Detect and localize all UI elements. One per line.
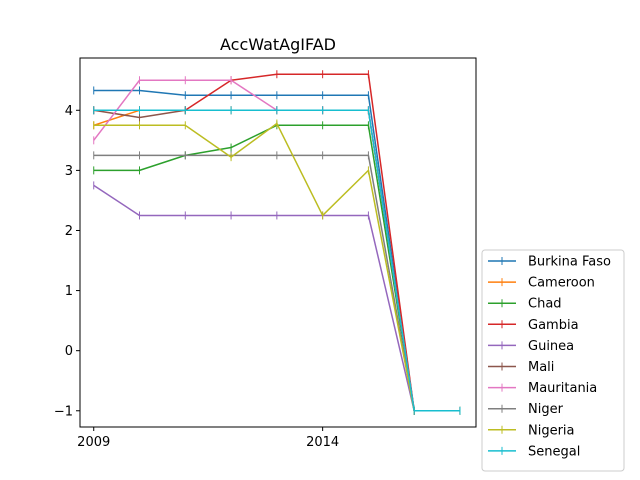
axes: −1 0 1 2 3 4 2009 2014 xyxy=(54,104,339,450)
legend: Burkina Faso Cameroon Chad Gambia Guinea Mali… xyxy=(481,249,625,472)
legend-label: Guinea xyxy=(528,339,574,354)
series-guinea xyxy=(93,181,461,415)
legend-item: Nigeria xyxy=(488,423,575,438)
legend-label: Cameroon xyxy=(528,276,595,291)
legend-label: Mali xyxy=(528,360,554,375)
x-tick-label: 2014 xyxy=(306,435,339,450)
legend-label: Senegal xyxy=(528,444,580,459)
legend-item: Guinea xyxy=(488,339,574,354)
legend-item: Cameroon xyxy=(488,276,595,291)
chart-title: AccWatAgIFAD xyxy=(220,35,336,54)
legend-item: Burkina Faso xyxy=(488,255,611,270)
legend-label: Burkina Faso xyxy=(528,255,611,270)
y-tick-label: 2 xyxy=(65,224,73,239)
legend-item: Niger xyxy=(488,402,564,417)
legend-label: Mauritania xyxy=(528,381,597,396)
x-tick-label: 2009 xyxy=(77,435,110,450)
legend-item: Gambia xyxy=(488,318,579,333)
legend-label: Nigeria xyxy=(528,423,575,438)
legend-item: Chad xyxy=(488,297,562,312)
plot-lines xyxy=(93,70,461,415)
legend-item: Mauritania xyxy=(488,381,597,396)
legend-label: Chad xyxy=(528,297,562,312)
series-line xyxy=(93,124,460,412)
plot-frame xyxy=(79,57,477,428)
y-tick-label: 0 xyxy=(65,344,73,359)
legend-item: Senegal xyxy=(488,444,580,459)
legend-box xyxy=(481,249,625,472)
y-tick-label: −1 xyxy=(54,404,73,419)
y-tick-label: 1 xyxy=(65,284,73,299)
legend-label: Niger xyxy=(528,402,564,417)
series-senegal xyxy=(93,106,461,415)
series-niger xyxy=(93,151,461,415)
y-tick-label: 4 xyxy=(65,104,73,119)
y-tick-label: 3 xyxy=(65,164,73,179)
legend-label: Gambia xyxy=(528,318,579,333)
legend-item: Mali xyxy=(488,360,554,375)
